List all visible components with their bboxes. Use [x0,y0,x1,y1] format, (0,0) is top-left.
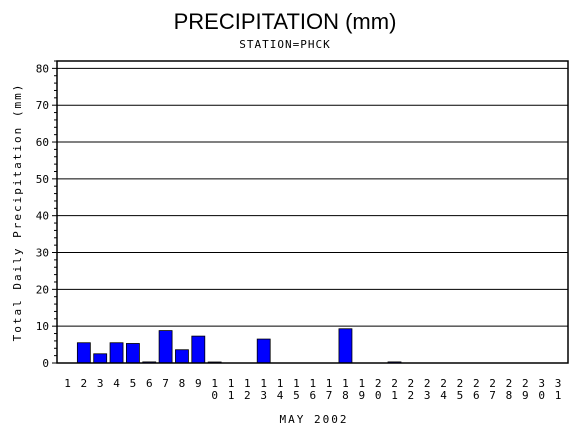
y-tick-label: 70 [36,99,49,112]
x-axis-label: MAY 2002 [280,413,349,426]
bar [338,328,353,364]
plot-frame [56,60,569,364]
x-tick-label: 6 [146,377,153,390]
gridlines [57,67,568,327]
x-tick-labels: 1 2 3 4 5 6 7 8 9 1 01 11 21 31 41 51 61 71 81 92 02 12 22 32 42… [64,377,561,402]
y-tick-label: 50 [36,173,49,186]
bar [109,342,124,364]
chart-title: PRECIPITATION (mm) [174,9,397,34]
x-tick-label: 5 [130,377,137,390]
x-tick-label: 4 [113,377,120,390]
bar [126,343,140,364]
y-tick-label: 80 [36,62,49,75]
bar [175,349,189,364]
x-tick-label: 1 [64,377,71,390]
x-tick-label: 7 [162,377,169,390]
bar [191,335,206,364]
x-tick-label: 3 [97,377,104,390]
y-tick-label: 40 [36,210,49,223]
y-tick-label: 20 [36,283,49,296]
y-tick-label: 30 [36,247,49,260]
bar [93,353,108,364]
y-tick-label: 0 [42,357,49,370]
bar [256,338,271,364]
y-tick-label: 60 [36,136,49,149]
bar [158,330,173,364]
y-axis-label: Total Daily Precipitation (mm) [11,83,24,342]
x-tick-label: 8 [179,377,186,390]
x-tick-label: 9 [195,377,202,390]
x-tick-label: 2 [81,377,88,390]
bar [76,342,91,364]
y-tick-labels: 0 10 20 30 40 50 60 70 80 [36,62,49,370]
chart-subtitle: STATION=PHCK [239,38,330,51]
y-tick-label: 10 [36,320,49,333]
bars [76,328,402,364]
